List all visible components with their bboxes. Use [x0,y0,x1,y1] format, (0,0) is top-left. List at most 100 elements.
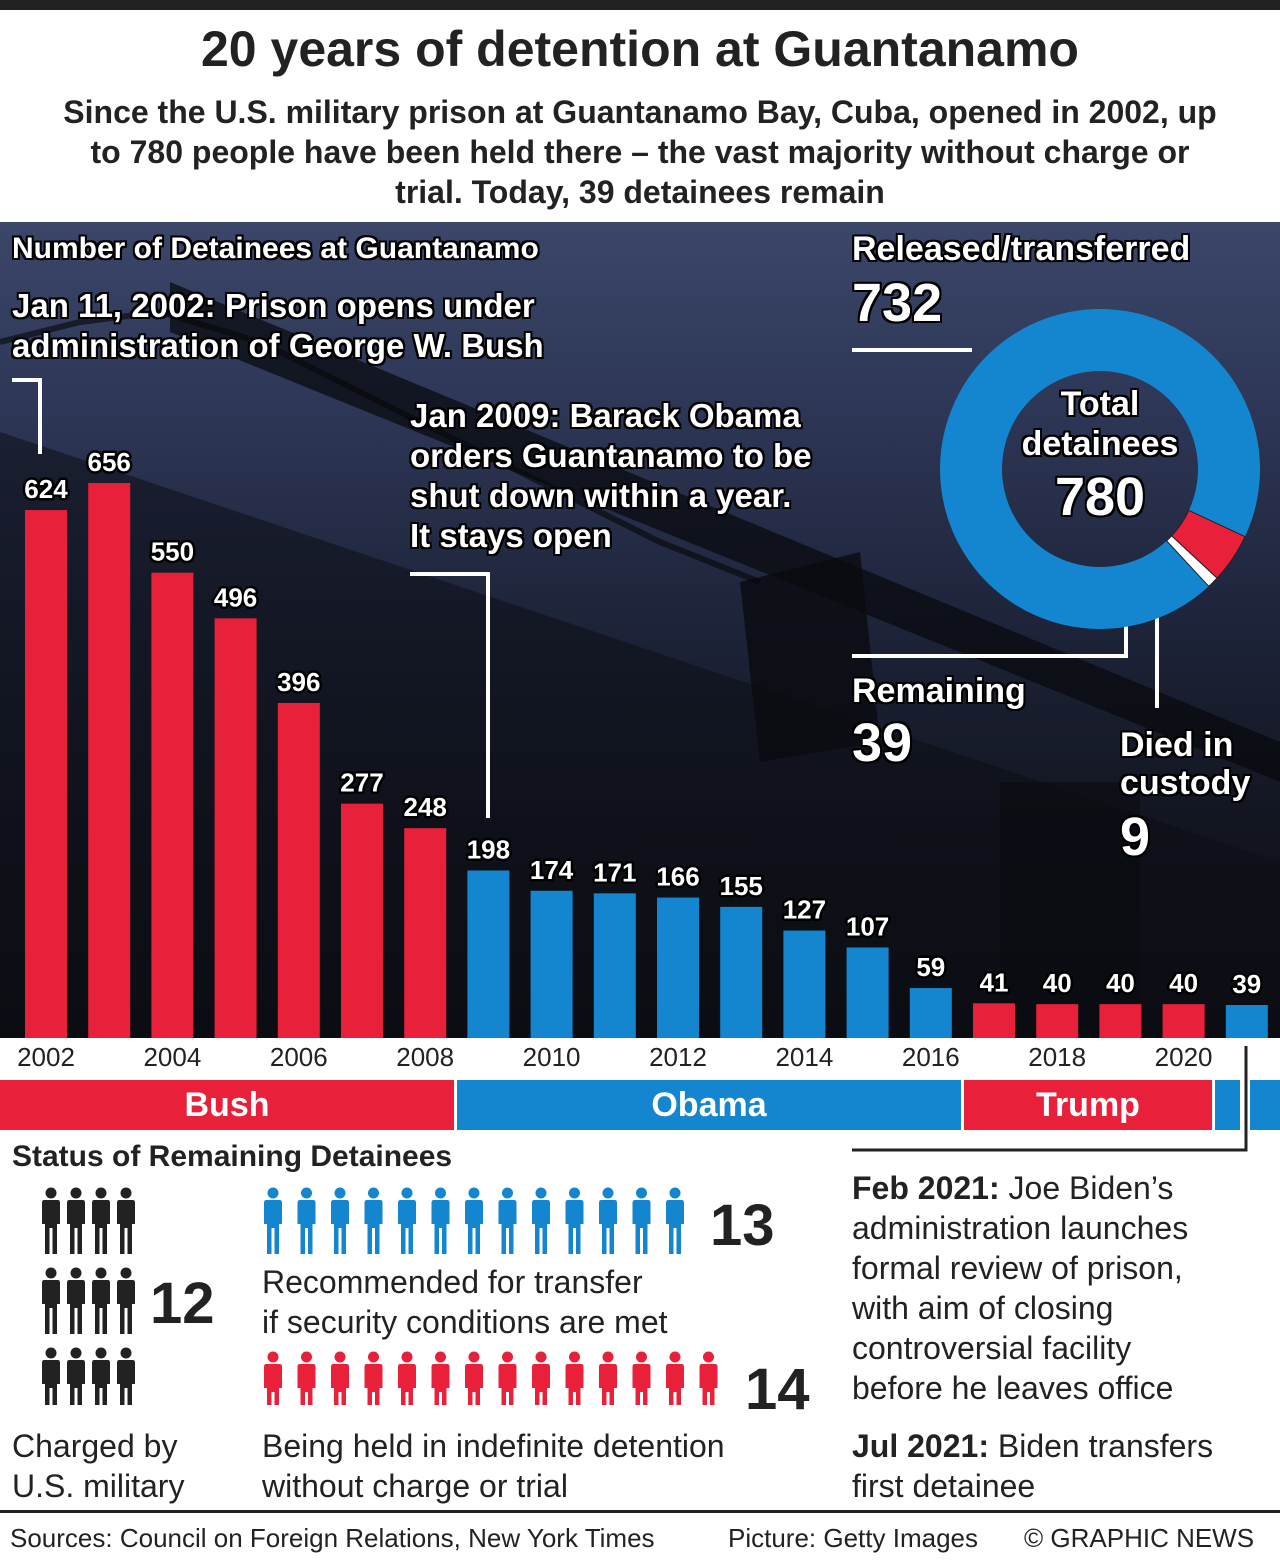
donut-slice-died-in-custody [1165,535,1218,588]
person-icon-transfer [632,1187,651,1254]
bar-2007 [341,803,383,1038]
status-heading: Status of Remaining Detainees [12,1140,453,1173]
x-tick-2006: 2006 [269,1042,328,1072]
admin-obama: Obama [457,1080,961,1130]
bar-value-label-2007: 277 [340,768,383,798]
bar-value-label-2010: 174 [530,855,574,885]
x-tick-2004: 2004 [143,1042,202,1072]
person-icon-indefinite [465,1351,483,1405]
indefinite-label: Being held in indefinite detention witho… [262,1426,725,1506]
bar-2016 [909,988,952,1038]
person-icon-indefinite [565,1351,584,1405]
bar-2009 [467,870,510,1038]
transfer-label-line2: if security conditions are met [262,1304,668,1340]
released-value: 732 [852,273,943,333]
indefinite-label-line2: without charge or trial [262,1468,568,1504]
bar-2010 [530,890,573,1038]
person-icon-transfer [532,1187,550,1254]
biden-connector-line [852,1046,1248,1152]
obama-connector-line [410,572,490,818]
transfer-count: 13 [710,1193,775,1258]
bar-value-label-2015: 107 [846,911,889,941]
admin-biden-continued [1250,1080,1280,1130]
person-icon-transfer [331,1187,349,1254]
person-icon-charged [92,1347,110,1405]
biden-review-note: Feb 2021: Joe Biden’s administration lau… [852,1168,1188,1408]
charged-label-line2: U.S. military [12,1468,185,1504]
person-icon-transfer [264,1187,282,1254]
person-icon-indefinite [699,1351,718,1405]
biden-feb-line1: Joe Biden’s [1008,1170,1174,1206]
x-tick-2010: 2010 [522,1042,581,1072]
page-title: 20 years of detention at Guantanamo [201,21,1079,77]
x-tick-2002: 2002 [17,1042,75,1072]
person-icon-charged [92,1267,110,1334]
top-rule [0,0,1280,10]
bar-2011 [593,893,636,1038]
bar-value-label-2017: 41 [980,967,1009,997]
person-icon-charged [117,1267,135,1334]
bar-2014 [783,930,826,1038]
admin-bush: Bush [0,1080,454,1130]
charged-label-line1: Charged by [12,1428,178,1464]
person-icon-charged [42,1187,60,1254]
bar-2021 [1225,1005,1268,1038]
person-icon-transfer [666,1187,684,1254]
x-tick-2008: 2008 [396,1042,455,1072]
died-label: Died in custody [1120,726,1250,802]
bar-value-label-2021: 39 [1232,969,1261,999]
footer-sources: Sources: Council on Foreign Relations, N… [10,1523,655,1553]
annotation-opening-line2: administration of George W. Bush [12,327,544,364]
transfer-label: Recommended for transfer if security con… [262,1262,668,1342]
person-icon-indefinite [498,1351,517,1405]
bar-value-label-2002: 624 [24,474,68,504]
person-icon-transfer [565,1187,584,1254]
person-icon-charged [67,1187,85,1254]
bar-2019 [1099,1004,1142,1038]
bar-2013 [720,906,763,1038]
person-icon-transfer [431,1187,450,1254]
detainee-bar-chart: 624 656 550 496 396 277 248 198 174 171 166 155 127 1… [12,309,1268,1038]
bar-value-label-2013: 155 [720,871,763,901]
bar-value-label-2019: 40 [1106,968,1135,998]
person-icon-transfer [297,1187,316,1254]
died-label-line2: custody [1120,764,1251,802]
annotation-obama-line3: shut down within a year. [410,477,792,514]
bar-2012 [657,897,699,1038]
biden-jul-line1: Biden transfers [997,1428,1214,1464]
bar-2006 [277,702,320,1038]
bar-2002 [25,510,67,1038]
indefinite-count: 14 [745,1357,810,1422]
footer: Sources: Council on Foreign Relations, N… [0,1510,1280,1565]
remaining-label: Remaining [852,672,1026,710]
bar-value-label-2014: 127 [783,895,826,925]
biden-feb-line4: with aim of closing [852,1290,1114,1326]
person-icon-charged [117,1347,135,1405]
x-tick-2020: 2020 [1154,1042,1213,1072]
bar-value-label-2009: 198 [467,834,510,864]
person-icon-indefinite [666,1351,684,1405]
person-icon-indefinite [431,1351,450,1405]
charged-label: Charged by U.S. military [12,1426,184,1506]
chart-heading: Number of Detainees at Guantanamo [12,232,539,265]
donut-center-line2: detainees [1021,425,1179,463]
biden-feb-line2: administration launches [852,1210,1189,1246]
opening-connector-line [12,378,42,454]
bar-value-label-2016: 59 [916,952,945,982]
bar-value-label-2008: 248 [404,792,447,822]
person-icon-indefinite [398,1351,416,1405]
person-icon-indefinite [532,1351,550,1405]
bar-2003 [88,483,131,1038]
bar-2015 [846,947,889,1038]
annotation-opening: Jan 11, 2002: Prison opens under adminis… [12,286,544,366]
bar-value-label-2003: 656 [88,447,131,477]
person-icon-indefinite [264,1351,282,1405]
biden-jul-date: Jul 2021: [852,1428,989,1464]
x-tick-2014: 2014 [775,1042,834,1072]
person-icon-indefinite [331,1351,349,1405]
photo-panel: 624 656 550 496 396 277 248 198 174 171 166 155 127 1… [0,222,1280,1038]
x-axis: 2002 2004 2006 2008 2010 2012 2014 2016 2018 2020 [0,1038,1280,1080]
bar-2020 [1162,1004,1205,1038]
bar-2005 [214,618,257,1038]
x-tick-2012: 2012 [649,1042,707,1072]
